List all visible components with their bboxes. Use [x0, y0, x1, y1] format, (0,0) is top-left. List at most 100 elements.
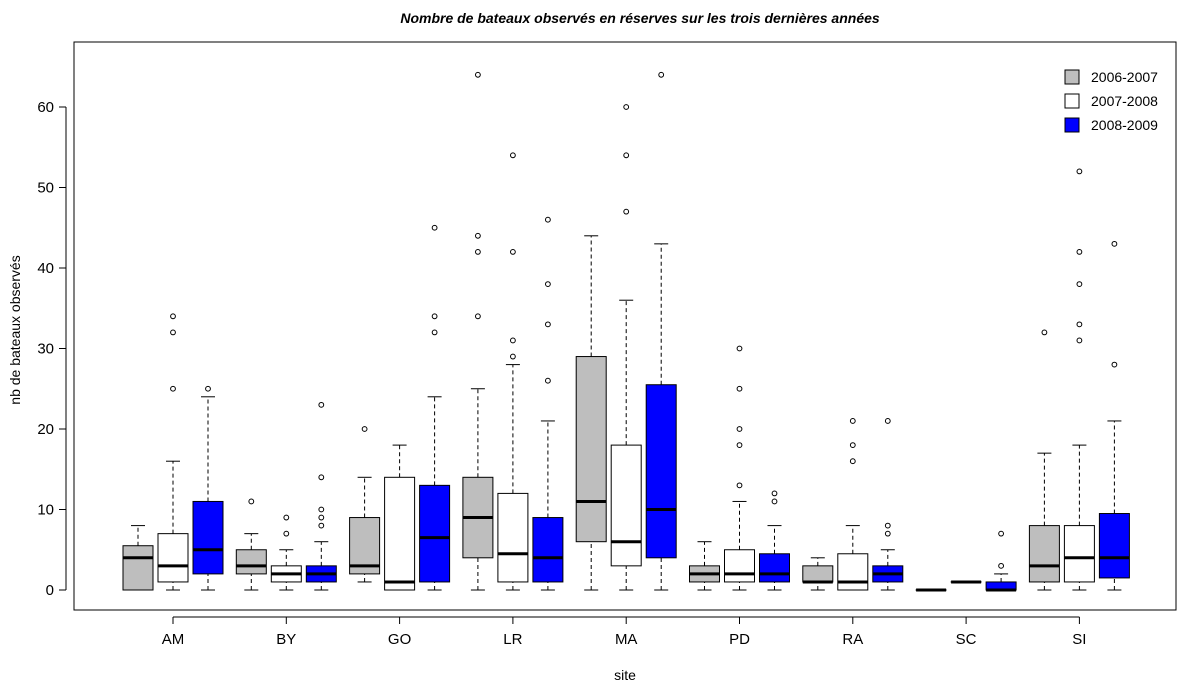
x-axis-label: site — [614, 667, 636, 683]
chart-title: Nombre de bateaux observés en réserves s… — [400, 10, 880, 26]
outlier-point — [998, 562, 1004, 569]
box-SI-2007-2008 — [1063, 168, 1095, 591]
x-tick-label: SC — [956, 631, 977, 648]
outlier-point — [283, 514, 290, 521]
plot-frame — [73, 41, 1177, 611]
y-tick-label: 50 — [37, 180, 54, 197]
box-AM-2007-2008 — [157, 313, 189, 591]
y-tick-label: 30 — [37, 341, 54, 358]
x-tick-label: AM — [162, 631, 185, 648]
box-SI-2008-2009 — [1098, 240, 1130, 591]
box-rect — [645, 384, 677, 559]
outlier-point — [475, 71, 481, 78]
outlier-point — [248, 498, 255, 505]
x-tick-label: MA — [615, 631, 638, 648]
legend-swatch — [1064, 117, 1080, 133]
outlier-point — [658, 71, 665, 78]
box-RA-2008-2009 — [872, 418, 904, 591]
legend-label: 2006-2007 — [1091, 69, 1158, 85]
box-rect — [575, 356, 607, 543]
outlier-point — [431, 329, 438, 336]
outlier-point — [510, 249, 516, 255]
y-tick-label: 0 — [46, 582, 54, 599]
outlier-point — [998, 530, 1004, 537]
outlier-point — [1076, 168, 1083, 175]
box-LR-2006-2007 — [462, 71, 494, 591]
box-rect — [192, 500, 224, 575]
outlier-point — [884, 530, 891, 537]
outlier-point — [736, 345, 743, 352]
outlier-point — [1111, 240, 1118, 247]
box-GO-2007-2008 — [384, 444, 416, 591]
legend: 2006-2007 2007-2008 2008-2009 — [1064, 69, 1158, 133]
outlier-point — [884, 418, 891, 424]
outlier-point — [849, 442, 856, 449]
x-tick-label: RA — [842, 631, 863, 648]
box-rect — [724, 549, 755, 583]
box-rect — [235, 549, 267, 575]
y-axis-label: nb de bateaux observés — [7, 255, 23, 404]
boxes-layer — [122, 71, 1130, 592]
box-rect — [1063, 525, 1095, 583]
outlier-point — [318, 514, 325, 521]
box-rect — [157, 533, 189, 583]
box-rect — [419, 484, 451, 583]
outlier-point — [170, 385, 176, 392]
outlier-point — [1076, 321, 1083, 328]
outlier-point — [1111, 361, 1118, 368]
outlier-point — [771, 490, 778, 497]
outlier-point — [545, 377, 551, 384]
box-rect — [759, 553, 790, 583]
box-SI-2006-2007 — [1028, 329, 1060, 591]
x-tick-label: BY — [276, 631, 296, 648]
box-BY-2007-2008 — [270, 514, 302, 591]
x-tick-label: GO — [388, 631, 411, 648]
outlier-point — [510, 337, 516, 344]
box-rect — [837, 553, 869, 591]
outlier-point — [545, 216, 551, 223]
box-RA-2007-2008 — [837, 418, 869, 591]
outlier-point — [623, 208, 630, 215]
outlier-point — [318, 522, 325, 529]
x-tick-label: LR — [503, 631, 522, 648]
y-tick-label: 40 — [37, 260, 54, 277]
outlier-point — [1041, 329, 1048, 336]
outlier-point — [318, 506, 325, 513]
legend-swatch — [1064, 93, 1080, 109]
outlier-point — [475, 313, 481, 320]
y-tick-label: 10 — [37, 502, 54, 519]
outlier-point — [736, 442, 743, 449]
box-GO-2008-2009 — [419, 224, 451, 591]
outlier-point — [771, 498, 778, 505]
box-rect — [497, 492, 529, 583]
box-rect — [532, 517, 564, 583]
outlier-point — [849, 418, 856, 424]
box-rect — [1098, 513, 1130, 579]
outlier-point — [884, 522, 891, 529]
x-tick-label: SI — [1072, 631, 1086, 648]
outlier-point — [475, 249, 481, 255]
box-AM-2006-2007 — [122, 525, 154, 591]
x-axis: AM BY GO LR MA PD RA SC SI — [162, 616, 1086, 648]
outlier-point — [545, 321, 551, 328]
box-rect — [802, 565, 834, 583]
outlier-point — [736, 482, 743, 489]
outlier-point — [318, 401, 325, 408]
box-LR-2007-2008 — [497, 152, 529, 591]
legend-label: 2007-2008 — [1091, 93, 1158, 109]
legend-label: 2008-2009 — [1091, 117, 1158, 133]
y-tick-label: 60 — [37, 99, 54, 116]
outlier-point — [475, 232, 481, 239]
box-rect — [610, 444, 642, 567]
outlier-point — [849, 458, 856, 465]
box-rect — [1028, 525, 1060, 583]
outlier-point — [205, 385, 211, 392]
box-PD-2006-2007 — [689, 541, 720, 591]
outlier-point — [510, 353, 516, 360]
box-MA-2008-2009 — [645, 71, 677, 591]
outlier-point — [1076, 337, 1083, 344]
legend-swatch — [1064, 69, 1080, 85]
box-SC-2008-2009 — [985, 530, 1017, 592]
outlier-point — [431, 313, 438, 320]
